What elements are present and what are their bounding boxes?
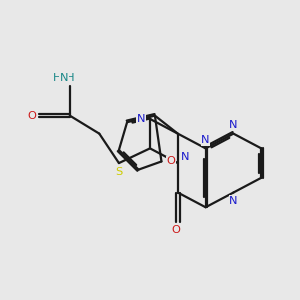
Text: N: N xyxy=(229,196,238,206)
Text: N: N xyxy=(201,135,210,145)
Text: O: O xyxy=(27,111,36,121)
Text: S: S xyxy=(115,167,122,177)
Text: H: H xyxy=(53,73,62,83)
Text: N: N xyxy=(181,152,189,162)
Text: N: N xyxy=(229,121,238,130)
Text: H: H xyxy=(65,73,74,83)
Text: N: N xyxy=(60,73,68,83)
Text: O: O xyxy=(172,225,181,235)
Text: O: O xyxy=(166,157,175,166)
Text: N: N xyxy=(136,114,145,124)
